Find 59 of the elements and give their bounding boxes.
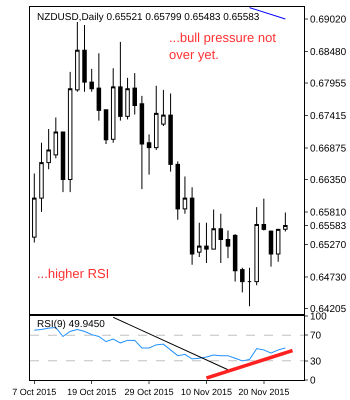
candlestick — [125, 77, 130, 120]
candlestick — [232, 234, 238, 282]
candlestick — [161, 89, 166, 126]
candlestick — [68, 71, 72, 193]
x-tick-label: 20 Nov 2015 — [238, 386, 290, 397]
annotation: ...higher RSI — [37, 266, 110, 281]
y-tick-label: 0.64730 — [310, 272, 347, 284]
candlestick — [204, 222, 209, 264]
candlestick — [283, 212, 288, 232]
text: NZDUSD,Daily 0.65521 0.65799 0.65483 0.65583 — [37, 12, 260, 23]
candlestick — [168, 93, 173, 172]
candlestick — [211, 209, 216, 250]
candlestick — [176, 160, 180, 220]
candlestick — [262, 198, 266, 232]
candlestick — [118, 41, 123, 122]
x-tick-label: 29 Oct 2015 — [124, 386, 174, 397]
y-tick-label: 30 — [310, 356, 322, 368]
candlestick — [146, 134, 152, 176]
candlestick — [132, 72, 137, 116]
y-tick-label: 100 — [310, 312, 328, 323]
y-tick-label: 0.65583 — [310, 221, 347, 232]
candlestick — [240, 267, 245, 293]
y-tick-label: 0.66875 — [310, 143, 347, 154]
y-tick-label: 0.67955 — [310, 78, 347, 90]
y-tick-label: 0.69020 — [310, 14, 347, 26]
chart-title: RSI(9) 49.9450 — [37, 319, 106, 330]
candlestick — [182, 176, 188, 214]
candlestick — [254, 206, 259, 286]
x-tick-label: 7 Oct 2015 — [12, 386, 56, 397]
y-tick-label: 0.66350 — [310, 174, 347, 186]
candlestick — [276, 228, 280, 262]
candlestick — [110, 68, 116, 144]
candlestick — [247, 267, 252, 307]
candlestick — [190, 186, 194, 266]
candlestick — [82, 24, 87, 92]
candlestick — [54, 117, 58, 159]
annotation: ...bull pressure not over yet. — [169, 30, 276, 62]
candlestick — [75, 22, 80, 92]
candlestick — [268, 230, 274, 268]
candlestick — [60, 131, 66, 193]
candlestick — [104, 109, 108, 144]
x-tick-label: 19 Oct 2015 — [67, 386, 116, 397]
candlestick — [197, 222, 202, 258]
y-tick-label: 0.67415 — [310, 110, 347, 122]
y-tick-label: 70 — [310, 330, 322, 342]
candlestick — [96, 52, 102, 122]
candlestick — [140, 95, 144, 190]
y-tick-label: 0.68480 — [310, 46, 347, 58]
candlestick — [39, 142, 44, 212]
candlestick — [32, 172, 37, 244]
candlestick — [154, 85, 158, 151]
y-tick-label: 0.65810 — [310, 207, 347, 218]
x-tick-label: 10 Nov 2015 — [180, 386, 232, 397]
y-tick-label: 0 — [310, 376, 316, 386]
candlestick — [218, 213, 224, 264]
candlestick — [226, 230, 230, 259]
candlestick — [46, 128, 51, 170]
y-tick-label: 0.65270 — [310, 240, 347, 251]
candlestick — [89, 68, 94, 92]
